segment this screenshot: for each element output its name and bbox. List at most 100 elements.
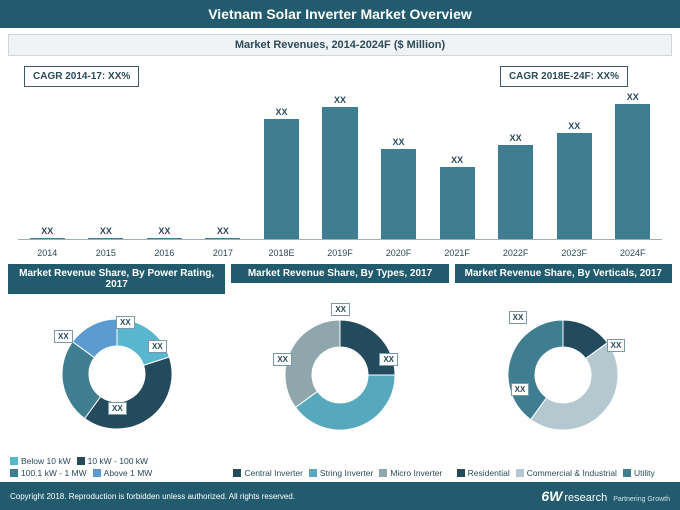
bar-value-label: XX <box>41 226 53 236</box>
legend-item: Above 1 MW <box>93 468 153 478</box>
bar <box>557 133 592 239</box>
slice-value-tag: XX <box>509 311 528 324</box>
legend-item: String Inverter <box>309 468 373 478</box>
legend-label: Commercial & Industrial <box>527 468 617 478</box>
bar-col: XX <box>77 80 136 239</box>
logo-6w: 6W <box>541 488 562 504</box>
legend-item: Commercial & Industrial <box>516 468 617 478</box>
legend-label: Central Inverter <box>244 468 303 478</box>
slice-value-tag: XX <box>148 340 167 353</box>
footer-bar: Copyright 2018. Reproduction is forbidde… <box>0 482 680 510</box>
bar-col: XX <box>369 80 428 239</box>
donut-panel: Market Revenue Share, By Verticals, 2017… <box>455 264 672 482</box>
legend-item: 100.1 kW - 1 MW <box>10 468 87 478</box>
legend-label: Utility <box>634 468 655 478</box>
x-axis-label: 2024F <box>603 248 662 258</box>
slice-value-tag: XX <box>379 353 398 366</box>
donut-panel: Market Revenue Share, By Power Rating, 2… <box>8 264 225 482</box>
slice-value-tag: XX <box>54 330 73 343</box>
bar <box>147 238 182 239</box>
x-axis-label: 2019F <box>311 248 370 258</box>
donut-legend: Residential Commercial & Industrial Utilit… <box>455 466 672 482</box>
bar <box>264 119 299 239</box>
footer-copyright: Copyright 2018. Reproduction is forbidde… <box>10 492 295 501</box>
legend-swatch <box>10 457 18 465</box>
bar-value-label: XX <box>275 107 287 117</box>
legend-label: Below 10 kW <box>21 456 71 466</box>
x-axis-label: 2017 <box>194 248 253 258</box>
bar <box>88 238 123 239</box>
bar-value-label: XX <box>627 92 639 102</box>
legend-label: Micro Inverter <box>390 468 442 478</box>
legend-label: 100.1 kW - 1 MW <box>21 468 87 478</box>
slice-value-tag: XX <box>331 303 350 316</box>
donut-body: XX XX XX <box>231 283 448 466</box>
bar-col: XX <box>18 80 77 239</box>
bar-value-label: XX <box>158 226 170 236</box>
bar <box>205 238 240 239</box>
legend-label: 10 kW - 100 kW <box>88 456 148 466</box>
x-axis-label: 2015 <box>77 248 136 258</box>
slice-value-tag: XX <box>108 402 127 415</box>
slice-value-tag: XX <box>607 339 626 352</box>
legend-label: String Inverter <box>320 468 373 478</box>
bar-value-label: XX <box>217 226 229 236</box>
donut-panel: Market Revenue Share, By Types, 2017XXXX… <box>231 264 448 482</box>
donut-header: Market Revenue Share, By Power Rating, 2… <box>8 264 225 294</box>
legend-swatch <box>93 469 101 477</box>
bar-col: XX <box>194 80 253 239</box>
bar-col: XX <box>428 80 487 239</box>
legend-item: Utility <box>623 468 655 478</box>
donut-header: Market Revenue Share, By Verticals, 2017 <box>455 264 672 283</box>
slice-value-tag: XX <box>116 316 135 329</box>
x-axis-label: 2020F <box>369 248 428 258</box>
legend-item: Central Inverter <box>233 468 303 478</box>
legend-item: Micro Inverter <box>379 468 442 478</box>
x-axis-label: 2018E <box>252 248 311 258</box>
legend-label: Above 1 MW <box>104 468 153 478</box>
bar-col: XX <box>252 80 311 239</box>
footer-logo: 6W research Partnering Growth <box>541 488 670 504</box>
legend-swatch <box>379 469 387 477</box>
bar-chart: CAGR 2014-17: XX% CAGR 2018E-24F: XX% XX… <box>8 60 672 260</box>
donut-body: XX XX XX <box>455 283 672 466</box>
bar <box>440 167 475 239</box>
bar-value-label: XX <box>510 133 522 143</box>
bar <box>498 145 533 239</box>
bar-col: XX <box>135 80 194 239</box>
bar-value-label: XX <box>568 121 580 131</box>
bar-value-label: XX <box>100 226 112 236</box>
legend-item: Residential <box>457 468 510 478</box>
page-title: Vietnam Solar Inverter Market Overview <box>0 0 680 28</box>
legend-label: Residential <box>468 468 510 478</box>
bar-value-label: XX <box>393 137 405 147</box>
slice-value-tag: XX <box>511 383 530 396</box>
donut-legend: Below 10 kW 10 kW - 100 kW100.1 kW - 1 MW… <box>8 454 225 482</box>
legend-swatch <box>233 469 241 477</box>
x-axis-label: 2021F <box>428 248 487 258</box>
bar <box>30 238 65 239</box>
bar-col: XX <box>311 80 370 239</box>
slice-value-tag: XX <box>273 353 292 366</box>
legend-swatch <box>457 469 465 477</box>
legend-swatch <box>77 457 85 465</box>
bar <box>322 107 357 239</box>
legend-swatch <box>516 469 524 477</box>
legend-item: 10 kW - 100 kW <box>77 456 148 466</box>
bar-col: XX <box>486 80 545 239</box>
donut-legend: Central Inverter String Inverter Micro Inv… <box>231 466 448 482</box>
bar <box>615 104 650 239</box>
legend-swatch <box>10 469 18 477</box>
bar-value-label: XX <box>334 95 346 105</box>
legend-swatch <box>623 469 631 477</box>
x-axis-label: 2016 <box>135 248 194 258</box>
x-axis-label: 2022F <box>486 248 545 258</box>
logo-research: research <box>564 492 607 504</box>
bar <box>381 149 416 239</box>
x-axis-label: 2014 <box>18 248 77 258</box>
legend-item: Below 10 kW <box>10 456 71 466</box>
bar-col: XX <box>545 80 604 239</box>
donut-header: Market Revenue Share, By Types, 2017 <box>231 264 448 283</box>
x-axis-label: 2023F <box>545 248 604 258</box>
donut-body: XX XX XX XX <box>8 294 225 454</box>
